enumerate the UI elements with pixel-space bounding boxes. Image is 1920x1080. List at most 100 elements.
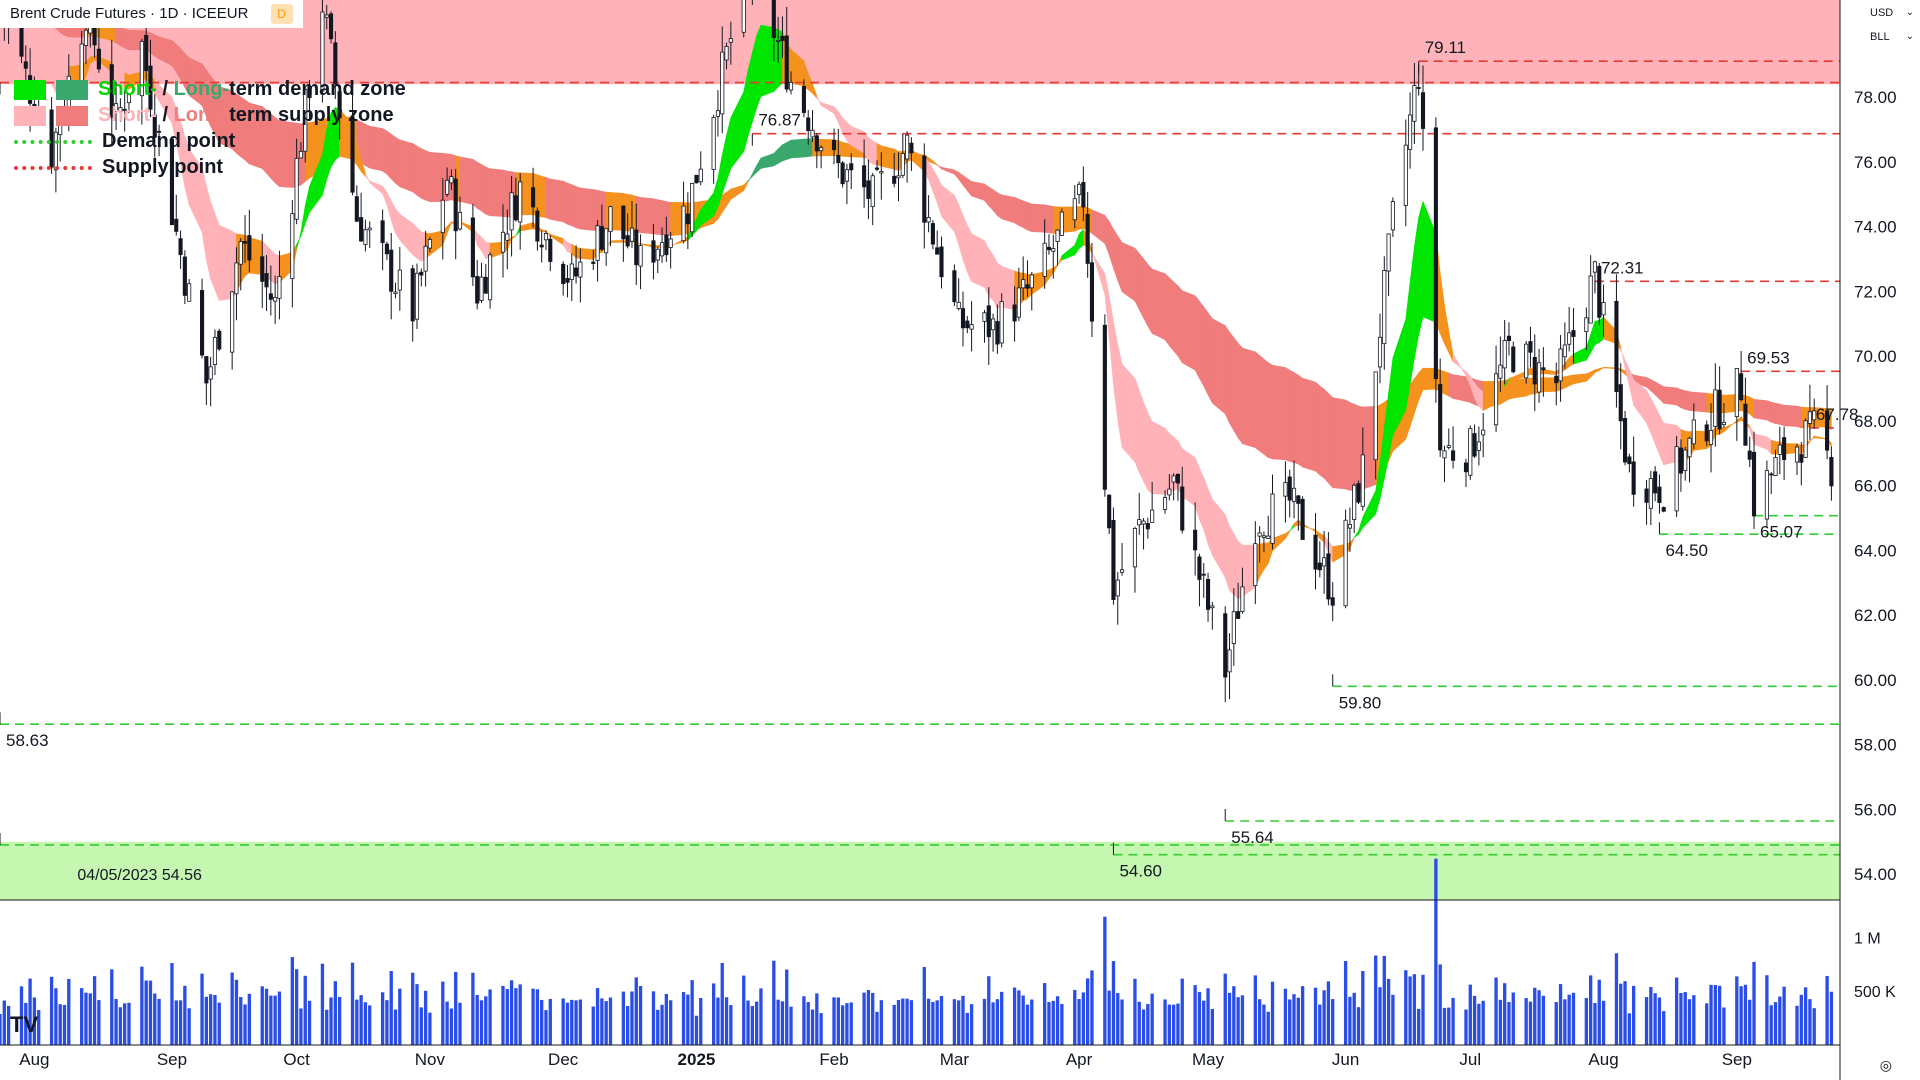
- short-term-band: [1478, 387, 1484, 412]
- volume-bar: [1025, 1004, 1030, 1045]
- candle-body: [1554, 375, 1559, 384]
- volume-bar: [1477, 1003, 1481, 1045]
- volume-tick-label: 500 K: [1854, 984, 1896, 1001]
- candle-body: [303, 88, 308, 152]
- long-term-band: [1117, 234, 1123, 292]
- volume-bar: [1752, 961, 1756, 1045]
- candle-body: [1055, 229, 1060, 242]
- volume-bar: [484, 996, 488, 1045]
- volume-bar: [505, 989, 509, 1045]
- level-label: 64.50: [1665, 541, 1708, 560]
- currency-selector[interactable]: USD ⌄: [1864, 2, 1920, 24]
- volume-bar: [1146, 1004, 1150, 1045]
- long-term-band: [1564, 375, 1570, 389]
- volume-bar: [140, 966, 144, 1045]
- volume-bar: [170, 963, 174, 1045]
- long-term-band: [1590, 369, 1596, 378]
- volume-bar: [49, 976, 54, 1045]
- long-term-band: [472, 158, 478, 209]
- long-term-band: [1770, 401, 1776, 424]
- candle-body: [862, 165, 867, 188]
- volume-bar: [54, 988, 58, 1045]
- volume-bar: [1662, 1011, 1666, 1045]
- candle-body: [238, 241, 243, 265]
- interval-badge[interactable]: D: [270, 4, 293, 25]
- candle-body: [1442, 450, 1447, 459]
- long-term-band: [1298, 374, 1303, 468]
- volume-bar: [1769, 1005, 1773, 1045]
- long-term-band: [1199, 300, 1205, 388]
- y-tick-label: 60.00: [1854, 671, 1897, 690]
- short-term-band: [1452, 353, 1467, 377]
- volume-bar: [247, 993, 252, 1045]
- candle-body: [367, 227, 372, 231]
- volume-bar: [1223, 973, 1227, 1045]
- candle-body: [427, 239, 432, 249]
- long-term-band: [1353, 403, 1359, 491]
- volume-bar: [1558, 984, 1563, 1045]
- y-tick-label: 72.00: [1854, 282, 1897, 301]
- long-term-band: [1749, 396, 1755, 419]
- volume-bar: [716, 997, 720, 1045]
- candle-body: [1012, 304, 1017, 322]
- candle-body: [126, 94, 132, 104]
- short-term-band: [1229, 525, 1235, 596]
- candle-body: [234, 262, 239, 295]
- volume-bar: [1300, 986, 1305, 1045]
- y-tick-label: 54.00: [1854, 865, 1897, 884]
- candle-body: [952, 270, 957, 303]
- long-term-band: [1164, 272, 1170, 347]
- volume-bar: [1150, 993, 1154, 1045]
- volume-bar: [578, 999, 583, 1045]
- demand-point-swatch: [14, 139, 92, 144]
- candle-body: [909, 142, 914, 154]
- candle-body: [1227, 649, 1232, 673]
- short-term-band: [386, 192, 392, 221]
- candle-body: [1438, 384, 1443, 451]
- candle-body: [1119, 569, 1125, 573]
- volume-bar: [1601, 1000, 1606, 1045]
- volume-bar: [1343, 961, 1348, 1045]
- candle-body: [1386, 233, 1391, 272]
- volume-bar: [810, 1009, 815, 1045]
- unit-selector[interactable]: BLL ⌄: [1864, 26, 1920, 48]
- candle-body: [1089, 262, 1095, 322]
- long-term-band: [786, 139, 792, 160]
- candle-body: [595, 225, 600, 261]
- candle-body: [1657, 486, 1662, 503]
- volume-bar: [1107, 990, 1111, 1045]
- short-term-band: [206, 185, 211, 280]
- short-term-band: [1224, 514, 1230, 591]
- legend-short: Short-: [98, 78, 157, 100]
- candle-body: [780, 35, 785, 41]
- volume-bar: [1619, 983, 1623, 1045]
- long-term-band: [1022, 200, 1028, 231]
- candle-body: [298, 151, 303, 159]
- candle-body: [1597, 265, 1602, 318]
- gear-icon[interactable]: ◎: [1879, 1057, 1892, 1073]
- x-tick-label: Mar: [940, 1050, 970, 1069]
- long-term-band: [1177, 285, 1183, 364]
- candle-body: [1764, 470, 1769, 520]
- candle-body: [870, 175, 875, 207]
- long-term-band: [1319, 385, 1325, 479]
- long-term-band: [1315, 381, 1321, 476]
- volume-bar: [845, 1003, 849, 1045]
- volume-bar: [294, 969, 299, 1045]
- volume-bar: [1773, 1002, 1778, 1045]
- volume-bar: [991, 1002, 995, 1045]
- long-term-band: [932, 160, 938, 166]
- volume-bar: [1825, 975, 1829, 1045]
- candle-body: [208, 366, 213, 380]
- long-term-band: [1512, 378, 1527, 399]
- short-term-band: [1323, 534, 1329, 553]
- long-term-band: [485, 166, 491, 217]
- volume-tick-label: 1 M: [1854, 930, 1881, 947]
- level-label: 79.11: [1425, 38, 1466, 57]
- short-term-band: [369, 180, 383, 195]
- long-term-band: [541, 175, 547, 218]
- volume-bar: [1674, 977, 1679, 1045]
- candle-body: [397, 269, 402, 291]
- long-term-band: [842, 141, 848, 157]
